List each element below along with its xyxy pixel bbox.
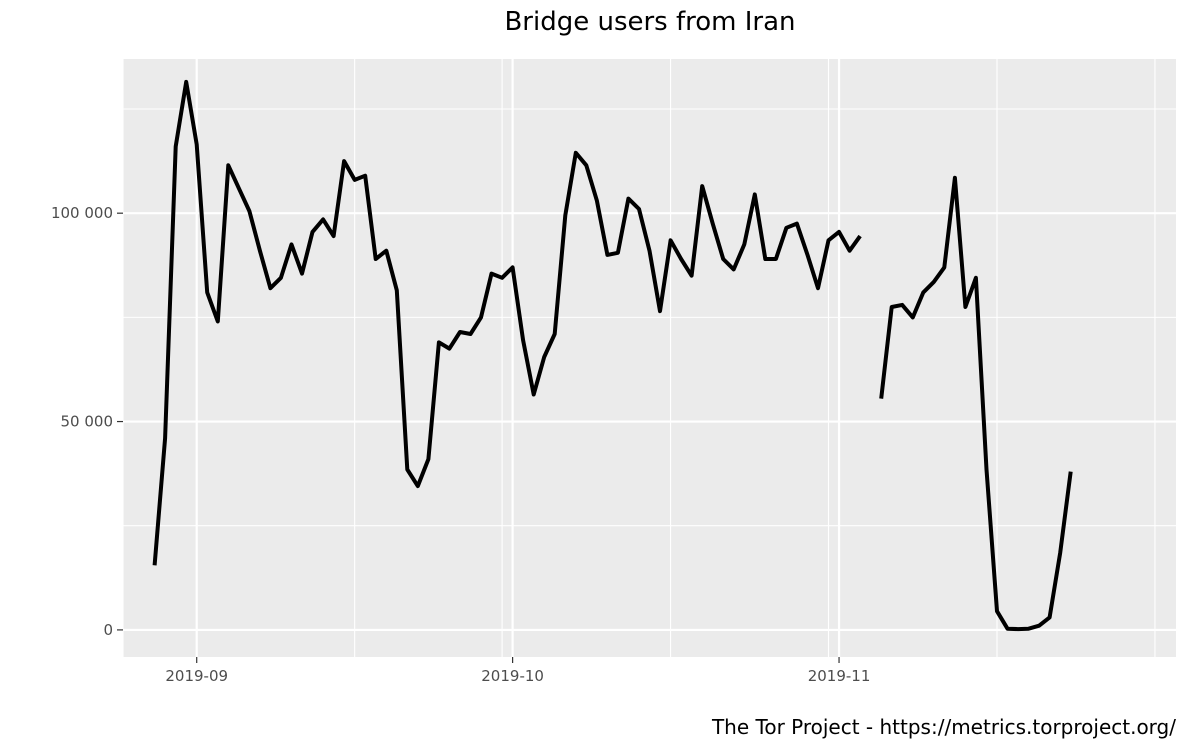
chart-title: Bridge users from Iran <box>504 7 795 37</box>
grid-minor <box>122 59 1176 657</box>
x-tick-label: 2019-10 <box>481 667 544 685</box>
y-axis: 0 50 000 100 000 <box>51 204 123 639</box>
x-axis: 2019-09 2019-10 2019-11 <box>165 657 870 685</box>
x-tick-label: 2019-09 <box>165 667 228 685</box>
x-tick-label: 2019-11 <box>808 667 871 685</box>
series-layer <box>152 79 1073 632</box>
y-tick-label: 0 <box>103 621 113 639</box>
plot-background <box>123 59 1176 657</box>
y-tick-label: 50 000 <box>61 413 114 431</box>
series-line-segment <box>879 175 1073 632</box>
chart-caption: The Tor Project - https://metrics.torpro… <box>711 715 1176 739</box>
y-tick-label: 100 000 <box>51 204 113 222</box>
series-line-segment <box>152 79 862 566</box>
